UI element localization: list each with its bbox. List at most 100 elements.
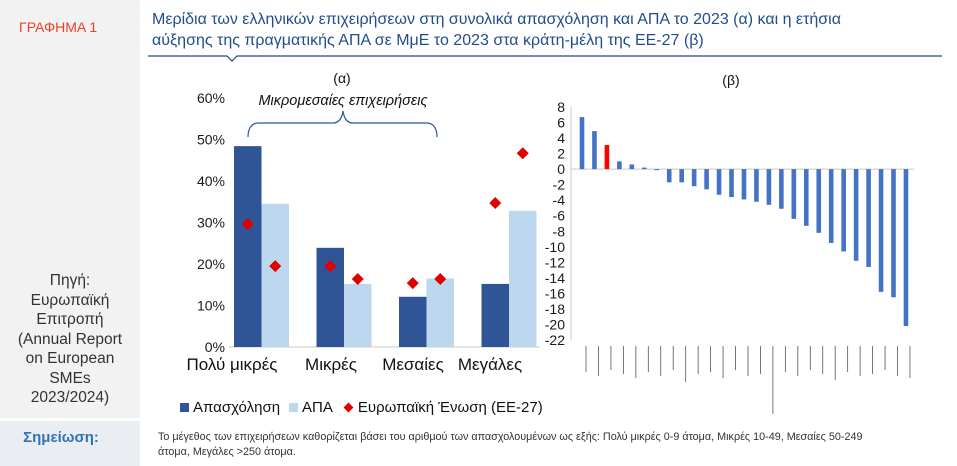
bar [766, 169, 772, 205]
y-tick-label: -8 [553, 223, 566, 239]
bar [729, 169, 734, 198]
bar [629, 164, 635, 170]
bar-employment [481, 283, 509, 347]
category-label: Μεγάλες [458, 355, 522, 374]
y-tick-label: 30% [197, 215, 225, 231]
bar [828, 169, 834, 243]
bar-value-added [426, 278, 454, 347]
bar [691, 169, 697, 187]
eu27-diamond-marker [324, 260, 337, 273]
chart-b-panel-label: (β) [722, 72, 739, 88]
y-tick-label: -14 [545, 270, 565, 286]
legend-swatch-square-icon [289, 403, 299, 412]
y-tick-label: 0 [557, 161, 565, 177]
category-label: Πολύ μικρές [186, 355, 277, 374]
bar [853, 169, 859, 261]
title-underline [148, 55, 942, 62]
y-tick-label: 0% [205, 339, 225, 355]
source-line: on European [25, 350, 115, 367]
y-tick-label: -12 [545, 254, 565, 270]
legend-item-eu27: Ευρωπαϊκή Ένωση (ΕΕ-27) [342, 399, 543, 416]
bar [891, 169, 896, 298]
y-tick-label: -18 [545, 301, 565, 317]
source-line: Επιτροπή [36, 311, 104, 328]
bar [592, 131, 597, 170]
y-tick-label: -2 [553, 177, 566, 193]
bar-highlighted [604, 145, 610, 170]
chart-a-legend: Απασχόληση ΑΠΑ Ευρωπαϊκή Ένωση (ΕΕ-27) [180, 399, 552, 416]
figure-label: ΓΡΑΦΗΜΑ 1 [19, 19, 98, 35]
y-tick-label: 2 [557, 146, 565, 162]
y-tick-label: 50% [197, 132, 225, 148]
bar [642, 167, 647, 170]
bar-employment [399, 296, 427, 347]
eu27-diamond-marker [269, 260, 282, 273]
bar [579, 117, 585, 170]
eu27-diamond-marker [406, 277, 419, 290]
bar-value-added [261, 203, 289, 347]
bar [704, 169, 709, 190]
y-tick-label: 10% [197, 298, 225, 314]
note-line: άτομα, Μεγάλες >250 άτομα. [158, 446, 296, 458]
bar [754, 169, 759, 202]
figure-title-line: αύξησης της πραγματικής ΑΠΑ σε ΜμΕ το 20… [152, 32, 704, 49]
left-info-column: ΓΡΑΦΗΜΑ 1 Πηγή: Ευρωπαϊκή Επιτροπή (Annu… [0, 0, 140, 418]
legend-label: Ευρωπαϊκή Ένωση (ΕΕ-27) [357, 399, 543, 416]
source-line: (Annual Report [17, 330, 123, 348]
bar [866, 169, 871, 267]
bar [878, 169, 884, 292]
eu27-diamond-marker [516, 147, 529, 160]
bar [617, 161, 622, 170]
category-label: Μικρές [305, 355, 357, 374]
y-tick-label: -6 [553, 208, 566, 224]
eu27-diamond-marker [489, 196, 502, 209]
eu27-diamond-marker [434, 272, 447, 285]
source-line: Ευρωπαϊκή [30, 291, 110, 309]
bar-employment [234, 146, 262, 347]
source-line: Πηγή: [49, 272, 91, 289]
source-block: Πηγή: Ευρωπαϊκή Επιτροπή (Annual Report … [0, 271, 140, 408]
y-tick-label: -10 [545, 239, 565, 255]
bar [741, 169, 747, 200]
note-text-cell: Το μέγεθος των επιχειρήσεων καθορίζεται … [143, 421, 957, 466]
figure-title-line: Μερίδια των ελληνικών επιχειρήσεων στη σ… [152, 11, 841, 28]
note-label-cell: Σημείωση: [0, 421, 140, 466]
y-tick-label: 8 [557, 99, 565, 115]
source-line: 2023/2024) [30, 389, 110, 406]
charts-canvas: (α) Μικρομεσαίες επιχειρήσεις 0% 10% 20% 30… [148, 55, 942, 414]
y-tick-label: 20% [197, 256, 225, 272]
bar [816, 169, 822, 233]
source-line: SMEs [49, 369, 91, 387]
bar [716, 169, 722, 195]
bar-value-added [509, 210, 537, 347]
y-tick-label: -16 [545, 285, 565, 301]
bar [666, 169, 672, 183]
legend-label: Απασχόληση [193, 399, 281, 416]
y-tick-label: -22 [545, 332, 565, 348]
legend-label: ΑΠΑ [302, 399, 333, 416]
bar [779, 169, 784, 209]
y-tick-label: -4 [553, 192, 566, 208]
bar-value-added [344, 283, 372, 347]
note-label: Σημείωση: [23, 429, 99, 446]
legend-swatch-square-icon [180, 403, 189, 412]
eu27-diamond-marker [241, 218, 254, 231]
legend-item-value-added: ΑΠΑ [289, 399, 333, 416]
bar [903, 169, 909, 327]
bar [654, 169, 660, 171]
bar [791, 169, 797, 219]
legend-diamond-icon [343, 402, 354, 413]
figure-title: Μερίδια των ελληνικών επιχειρήσεων στη σ… [152, 9, 841, 51]
y-tick-label: 40% [197, 173, 225, 189]
bar [679, 169, 684, 183]
note-text: Το μέγεθος των επιχειρήσεων καθορίζεται … [158, 430, 862, 460]
chart-a: (α) Μικρομεσαίες επιχειρήσεις 0% 10% 20% 30… [186, 70, 540, 374]
bar [841, 169, 846, 252]
chart-a-panel-label: (α) [333, 70, 350, 86]
bar [803, 169, 809, 226]
category-label: Μεσαίες [382, 355, 444, 374]
note-line: Το μέγεθος των επιχειρήσεων καθορίζεται … [158, 431, 863, 443]
eu27-diamond-marker [351, 272, 364, 285]
